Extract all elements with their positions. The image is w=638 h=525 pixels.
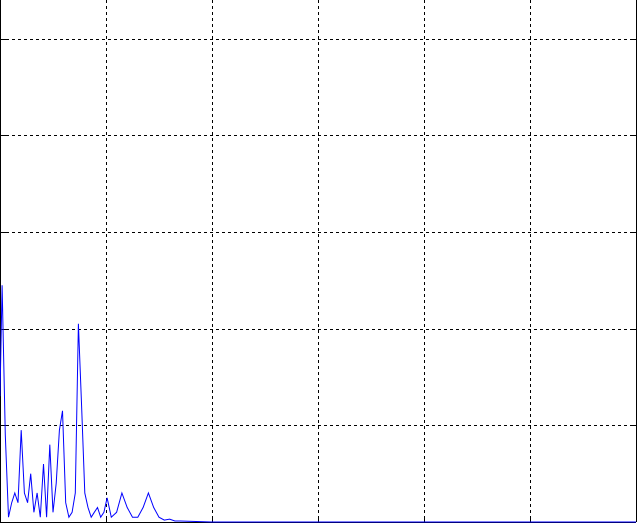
series-line-0 xyxy=(0,285,636,523)
series-group xyxy=(0,285,636,523)
